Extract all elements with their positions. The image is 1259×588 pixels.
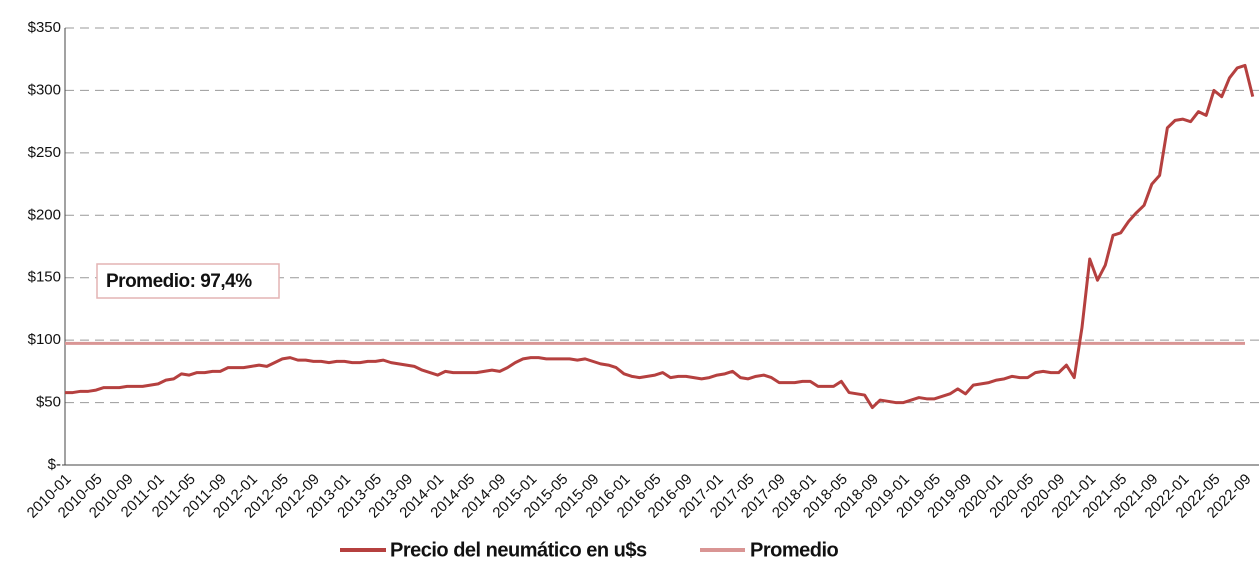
y-tick-label: $200 [28, 206, 61, 223]
y-tick-label: $350 [28, 19, 61, 36]
legend-label: Promedio [750, 539, 839, 561]
y-tick-label: $250 [28, 144, 61, 161]
y-tick-label: $100 [28, 331, 61, 348]
y-tick-label: $50 [36, 394, 61, 411]
y-tick-label: $150 [28, 269, 61, 286]
legend-label: Precio del neumático en u$s [390, 539, 647, 561]
y-tick-label: $300 [28, 81, 61, 98]
y-tick-label: $- [48, 456, 61, 473]
series-line [65, 63, 1255, 410]
annotation-box [96, 263, 280, 299]
annotation: Promedio: 97,4% [106, 271, 252, 292]
